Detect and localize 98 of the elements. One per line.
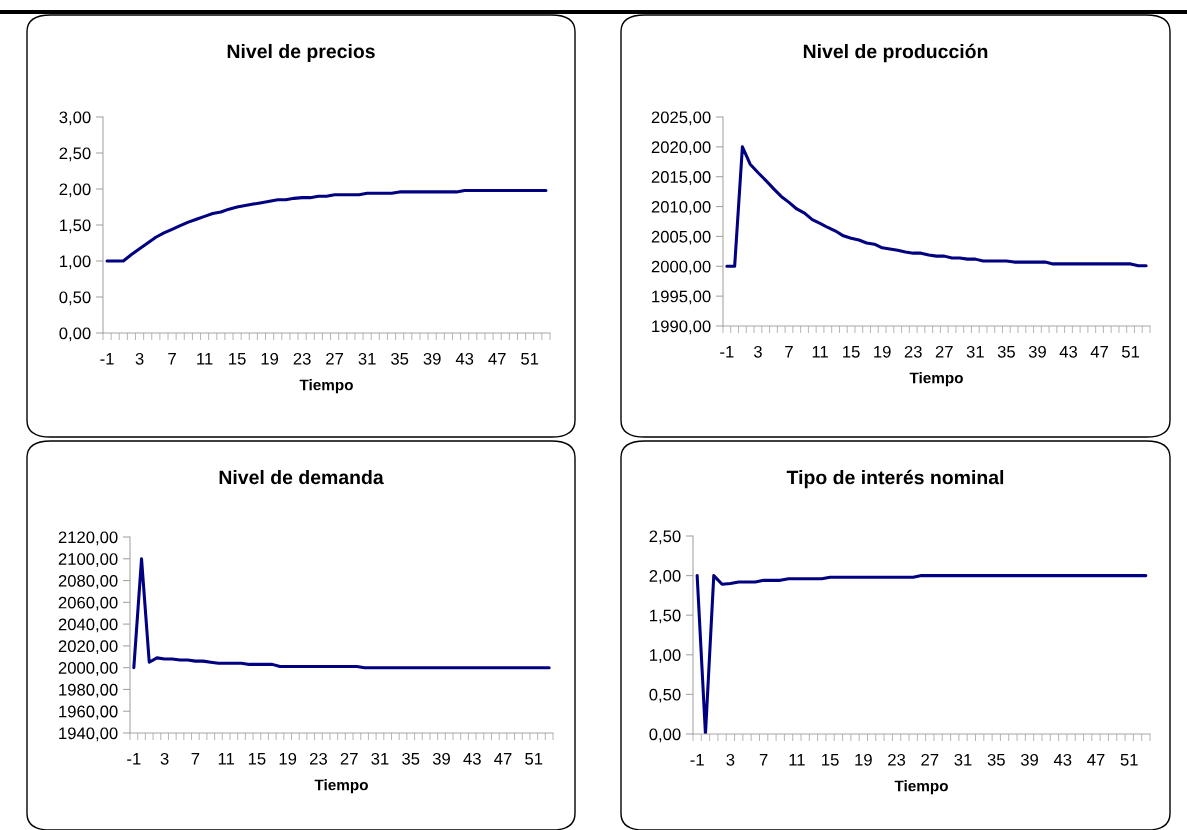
y-tick-label: 3,00 <box>59 111 91 126</box>
x-axis-title: Tiempo <box>909 372 963 387</box>
x-tick-label: 35 <box>402 752 420 765</box>
x-tick-label: 43 <box>463 752 481 765</box>
x-tick-label: 7 <box>759 754 768 766</box>
y-tick-label: 2010,00 <box>651 200 711 215</box>
x-tick-label: 43 <box>1059 345 1078 358</box>
x-tick-label: 47 <box>1090 346 1108 358</box>
y-tick-label: 0,00 <box>59 327 91 342</box>
x-tick-label: 31 <box>371 752 389 765</box>
x-tick-label: 51 <box>521 353 539 365</box>
x-tick-label: 27 <box>340 752 358 765</box>
x-axis-title: Tiempo <box>894 780 948 795</box>
x-tick-label: 39 <box>432 752 450 765</box>
x-tick-label: 15 <box>822 754 839 766</box>
y-tick-label: 2,50 <box>59 147 91 162</box>
x-tick-label: 19 <box>874 345 891 358</box>
x-tick-label: -1 <box>100 353 114 365</box>
x-axis-title: Tiempo <box>314 779 368 794</box>
x-tick-label: 23 <box>888 753 906 766</box>
x-tick-label: 31 <box>966 345 984 358</box>
x-tick-label: 11 <box>789 754 805 766</box>
x-tick-label: 11 <box>218 753 234 765</box>
y-tick-label: 2025,00 <box>651 111 711 126</box>
y-tick-label: 2120,00 <box>58 531 118 546</box>
x-tick-label: 7 <box>191 753 200 765</box>
x-tick-label: -1 <box>690 754 704 766</box>
y-tick-label: 2005,00 <box>651 230 711 245</box>
y-tick-label: 2060,00 <box>58 596 118 611</box>
y-tick-label: 2100,00 <box>58 553 118 567</box>
y-tick-label: 2,00 <box>649 570 681 584</box>
x-tick-label: 43 <box>455 352 474 365</box>
y-tick-label: 1,00 <box>650 649 681 663</box>
x-tick-label: 39 <box>423 352 441 365</box>
y-tick-label: 1,00 <box>60 255 91 270</box>
y-tick-label: 2000,00 <box>58 662 118 676</box>
x-tick-label: 47 <box>488 353 506 365</box>
y-tick-label: 0,50 <box>649 688 681 703</box>
x-tick-label: 3 <box>726 753 735 766</box>
x-tick-label: 19 <box>855 753 872 766</box>
chart-title: Nivel de producción <box>803 43 988 63</box>
x-tick-label: 31 <box>954 753 972 766</box>
y-tick-label: 1940,00 <box>59 727 118 742</box>
y-tick-label: 2,50 <box>649 530 681 545</box>
x-tick-label: 3 <box>753 345 762 358</box>
x-tick-label: 27 <box>921 753 939 766</box>
x-tick-label: 19 <box>261 352 279 365</box>
x-tick-label: 19 <box>279 752 297 765</box>
x-tick-label: 15 <box>229 353 246 365</box>
chart-title: Tipo de interés nominal <box>786 469 1004 489</box>
x-tick-label: -1 <box>720 346 734 358</box>
x-tick-label: 3 <box>135 352 144 365</box>
y-tick-label: 2,00 <box>59 183 91 198</box>
x-tick-label: -1 <box>127 753 141 765</box>
x-tick-label: 15 <box>843 346 860 358</box>
x-tick-label: 27 <box>935 345 953 358</box>
x-tick-label: 31 <box>358 352 376 365</box>
x-tick-label: 51 <box>1121 346 1140 358</box>
y-tick-label: 1,50 <box>60 219 91 234</box>
line-series <box>132 557 551 670</box>
y-tick-label: 2020,00 <box>58 640 118 655</box>
y-tick-label: 2080,00 <box>58 574 118 589</box>
y-tick-label: 1995,00 <box>652 290 711 305</box>
y-tick-label: 0,00 <box>649 728 681 743</box>
chart-title: Nivel de precios <box>227 43 375 63</box>
x-tick-label: 35 <box>987 753 1005 766</box>
x-tick-label: 39 <box>1028 345 1046 358</box>
x-tick-label: 23 <box>904 345 922 358</box>
y-tick-label: 0,50 <box>59 291 91 306</box>
x-tick-label: 51 <box>525 753 543 765</box>
x-tick-label: 7 <box>785 346 793 358</box>
x-tick-label: 47 <box>494 753 512 765</box>
x-tick-label: 11 <box>812 346 828 358</box>
line-series <box>725 145 1148 268</box>
x-tick-label: 27 <box>326 352 344 365</box>
x-tick-label: 35 <box>391 352 409 365</box>
x-tick-label: 11 <box>197 353 213 365</box>
y-tick-label: 2040,00 <box>58 618 118 633</box>
x-tick-label: 15 <box>248 753 266 765</box>
y-tick-label: 2020,00 <box>651 141 711 156</box>
y-tick-label: 1980,00 <box>59 683 118 698</box>
y-tick-label: 1,50 <box>650 609 681 624</box>
x-tick-label: 39 <box>1020 753 1038 766</box>
x-tick-label: 7 <box>168 353 176 365</box>
x-tick-label: 23 <box>293 352 311 365</box>
x-axis-title: Tiempo <box>299 379 353 394</box>
x-tick-label: 23 <box>310 752 327 765</box>
x-tick-label: 3 <box>160 752 169 765</box>
x-tick-label: 51 <box>1120 754 1138 766</box>
y-tick-label: 2000,00 <box>651 260 711 275</box>
x-tick-label: 43 <box>1053 753 1072 766</box>
chart-title: Nivel de demanda <box>219 469 384 485</box>
y-tick-label: 1960,00 <box>59 705 118 720</box>
y-tick-label: 1990,00 <box>652 320 711 335</box>
x-tick-label: 47 <box>1087 754 1105 766</box>
x-tick-label: 35 <box>997 345 1015 358</box>
line-series <box>105 188 548 263</box>
y-tick-label: 2015,00 <box>651 171 711 185</box>
